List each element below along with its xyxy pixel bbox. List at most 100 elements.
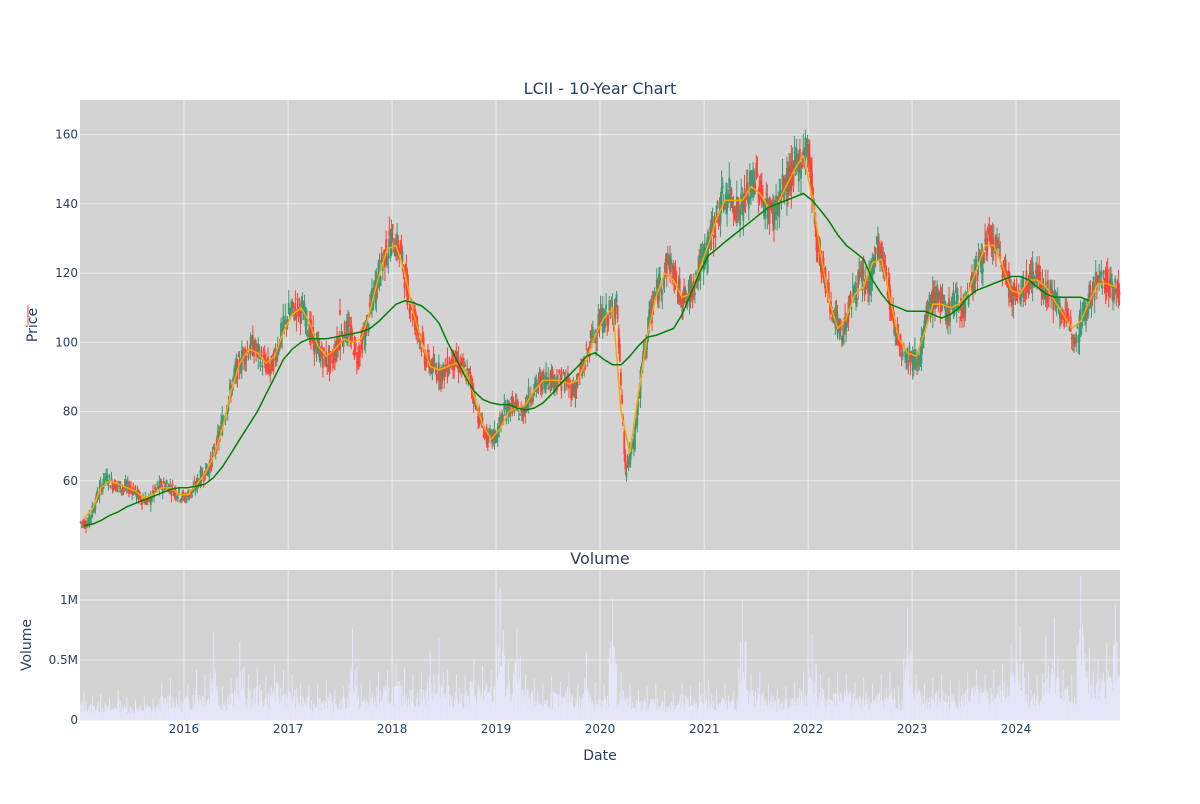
volume-bar	[988, 698, 990, 720]
volume-bar	[558, 708, 560, 720]
price-candle-body	[916, 365, 918, 367]
volume-bar	[217, 696, 219, 720]
price-candle-body	[190, 489, 193, 495]
volume-bar	[214, 668, 216, 720]
volume-bar	[256, 668, 258, 720]
price-candle-body	[730, 188, 733, 196]
volume-bar	[227, 697, 229, 720]
volume-bar	[695, 707, 697, 720]
volume-bar	[1084, 653, 1086, 720]
price-candle-body	[174, 489, 177, 497]
price-candle-body	[589, 330, 592, 338]
price-candle-body	[930, 292, 933, 307]
volume-bar	[364, 703, 366, 720]
volume-bar	[1066, 686, 1068, 720]
volume-bar	[664, 690, 666, 720]
price-candle-body	[354, 343, 357, 349]
price-candle-body	[119, 481, 122, 493]
volume-bar	[325, 680, 327, 720]
volume-bar	[495, 704, 497, 720]
volume-bar	[1077, 658, 1079, 720]
price-candle-body	[287, 302, 290, 315]
price-candle-body	[418, 339, 421, 342]
price-candle-body	[683, 286, 685, 304]
price-candle-body	[747, 197, 750, 209]
volume-bar	[755, 705, 757, 720]
volume-bar	[1105, 699, 1107, 720]
volume-bar	[611, 664, 613, 720]
volume-bar	[1085, 677, 1087, 720]
volume-bar	[518, 678, 520, 720]
price-candle-body	[556, 376, 558, 391]
volume-bar	[952, 700, 954, 720]
volume-bar	[1087, 678, 1089, 720]
price-candle-body	[1012, 288, 1015, 306]
volume-bar	[583, 693, 585, 720]
volume-bar	[392, 687, 394, 720]
volume-bar	[912, 693, 914, 720]
volume-bar	[725, 703, 727, 720]
price-candle-body	[646, 335, 648, 350]
price-candle-body	[807, 143, 810, 164]
price-candle-body	[666, 252, 669, 264]
price-candle-body	[979, 254, 982, 268]
volume-bar	[235, 679, 237, 720]
volume-bar	[678, 700, 680, 720]
volume-bar	[763, 700, 765, 720]
volume-bar	[874, 701, 876, 720]
price-candle-body	[941, 294, 944, 305]
price-candle-body	[613, 308, 616, 318]
price-candle-body	[161, 487, 164, 493]
volume-bar	[1021, 689, 1023, 720]
price-candle-body	[1073, 335, 1075, 344]
volume-bar	[406, 699, 408, 720]
price-candle-body	[437, 362, 440, 380]
volume-bar	[150, 712, 152, 720]
price-candle-body	[530, 400, 533, 402]
price-candle-body	[323, 347, 325, 352]
price-candle-body	[581, 369, 583, 377]
volume-bar	[969, 702, 971, 720]
price-candle-body	[222, 418, 225, 423]
volume-bar	[1035, 699, 1037, 720]
price-candle-body	[797, 153, 800, 182]
price-candle-body	[1074, 337, 1076, 345]
volume-bar	[660, 704, 662, 720]
volume-bar	[418, 706, 420, 720]
volume-bar	[982, 692, 984, 720]
volume-bar	[220, 710, 222, 720]
price-candle-body	[648, 309, 651, 328]
volume-bar	[177, 707, 179, 720]
price-candle-body	[440, 370, 442, 383]
volume-bar	[688, 707, 690, 720]
volume-bar	[1106, 642, 1108, 720]
volume-bar	[190, 709, 192, 720]
volume-bar	[1070, 700, 1072, 720]
volume-bar	[693, 699, 695, 720]
price-candle-body	[277, 348, 280, 353]
price-candle-body	[548, 387, 551, 389]
volume-bar	[169, 678, 171, 720]
price-candle-body	[318, 347, 321, 361]
volume-bar	[698, 681, 700, 720]
volume-bar	[293, 695, 295, 720]
price-candle-body	[220, 421, 223, 424]
price-candle-body	[561, 382, 564, 384]
volume-bar	[135, 699, 137, 720]
price-candle-body	[307, 332, 310, 337]
volume-bar	[423, 699, 425, 720]
price-candle-body	[1050, 284, 1052, 296]
volume-bar	[467, 695, 469, 720]
price-candle-body	[1005, 275, 1008, 285]
volume-bar	[786, 699, 788, 720]
price-candle-body	[1068, 325, 1071, 331]
volume-bar	[351, 670, 353, 720]
volume-bar	[85, 701, 87, 720]
volume-bar	[844, 691, 846, 720]
price-candle-body	[345, 320, 348, 339]
price-candle-body	[430, 364, 433, 372]
volume-bar	[920, 695, 922, 720]
price-candle-body	[895, 340, 898, 342]
price-candle-body	[401, 251, 404, 262]
price-candle-body	[185, 495, 188, 502]
